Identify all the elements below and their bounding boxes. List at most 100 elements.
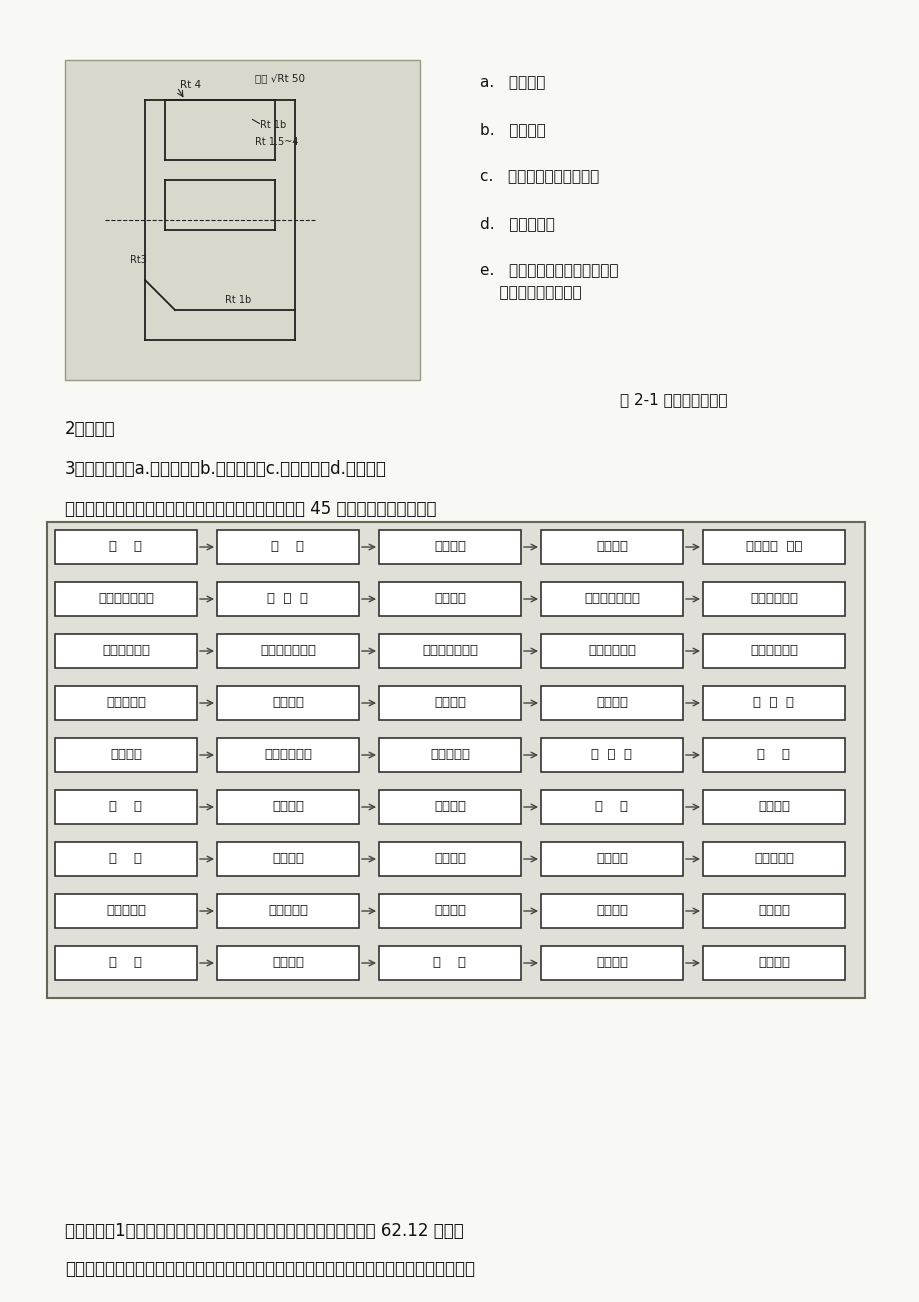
Text: 拉后检验: 拉后检验 (434, 592, 466, 605)
Text: c.   结合齿成型及倒锥加工: c. 结合齿成型及倒锥加工 (480, 169, 598, 184)
FancyBboxPatch shape (702, 686, 844, 720)
FancyBboxPatch shape (702, 790, 844, 824)
FancyBboxPatch shape (55, 894, 197, 928)
Text: 按传统的加工工艺，要完成如此复杂的工作量，需经过 45 道工序，其程序如下：: 按传统的加工工艺，要完成如此复杂的工作量，需经过 45 道工序，其程序如下： (65, 500, 436, 518)
Text: 热前检验: 热前检验 (434, 801, 466, 814)
FancyBboxPatch shape (540, 947, 682, 980)
Text: 粗磨锥度: 粗磨锥度 (434, 905, 466, 918)
Text: 清    洗: 清 洗 (433, 957, 466, 970)
Text: Rt3: Rt3 (130, 255, 147, 266)
FancyBboxPatch shape (55, 686, 197, 720)
Text: 精稍车两端面: 精稍车两端面 (749, 592, 797, 605)
Text: 鍛件检验: 鍛件检验 (434, 540, 466, 553)
FancyBboxPatch shape (379, 738, 520, 772)
Text: 3、热后加工：a.孔径磨削；b.锥孔磨削；c.端面磨削；d.消除毛刺: 3、热后加工：a.孔径磨削；b.锥孔磨削；c.端面磨削；d.消除毛刺 (65, 460, 387, 478)
Text: 渗    碳: 渗 碳 (595, 801, 628, 814)
Text: 滚  斜  齿: 滚 斜 齿 (753, 697, 794, 710)
FancyBboxPatch shape (55, 634, 197, 668)
Text: 稍车锥度、倒角: 稍车锥度、倒角 (260, 644, 315, 658)
Text: 滚齿检验: 滚齿检验 (110, 749, 142, 762)
FancyBboxPatch shape (55, 947, 197, 980)
FancyBboxPatch shape (702, 738, 844, 772)
Text: 粗粗磨孔径: 粗粗磨孔径 (754, 853, 793, 866)
Text: 磨大端沉面: 磨大端沉面 (106, 905, 146, 918)
Text: 剝    齿: 剝 齿 (109, 801, 142, 814)
FancyBboxPatch shape (217, 894, 358, 928)
FancyBboxPatch shape (379, 842, 520, 876)
FancyBboxPatch shape (379, 947, 520, 980)
Text: 最终检验: 最终检验 (596, 957, 628, 970)
FancyBboxPatch shape (55, 530, 197, 564)
Text: 插结合齿: 插结合齿 (434, 697, 466, 710)
Text: 稍车小端沉孔: 稍车小端沉孔 (749, 644, 797, 658)
Text: 剝后检验: 剝后检验 (272, 801, 303, 814)
FancyBboxPatch shape (540, 686, 682, 720)
Text: 精车端面、外径: 精车端面、外径 (584, 592, 640, 605)
FancyBboxPatch shape (217, 790, 358, 824)
Text: 由此可见，1，技术要求不易保证，操作者劳动强度大，单件耗进长达 62.12 分钟。: 由此可见，1，技术要求不易保证，操作者劳动强度大，单件耗进长达 62.12 分钟… (65, 1223, 463, 1240)
Text: 稍车大端沉孔: 稍车大端沉孔 (587, 644, 635, 658)
Text: 斫齿检验: 斫齿检验 (272, 957, 303, 970)
Text: 车大端油槽: 车大端油槽 (106, 697, 146, 710)
Text: 倒斜齿锐角: 倒斜齿锐角 (429, 749, 470, 762)
FancyBboxPatch shape (540, 582, 682, 616)
Text: Rt 1.5~4: Rt 1.5~4 (255, 137, 298, 147)
Text: 斫    齿: 斫 齿 (109, 957, 142, 970)
Text: 按现有的技术水准和先进设备，我们对工艺进行了优化设计，在具体工作中，我们本着优化加: 按现有的技术水准和先进设备，我们对工艺进行了优化设计，在具体工作中，我们本着优化… (65, 1260, 474, 1279)
Text: 半精车大端孔径: 半精车大端孔径 (98, 592, 153, 605)
FancyBboxPatch shape (540, 738, 682, 772)
Text: 磨小端沉面: 磨小端沉面 (267, 905, 308, 918)
FancyBboxPatch shape (217, 582, 358, 616)
FancyBboxPatch shape (55, 738, 197, 772)
Text: Rt 1b: Rt 1b (225, 296, 251, 305)
FancyBboxPatch shape (540, 894, 682, 928)
FancyBboxPatch shape (217, 634, 358, 668)
Text: e.   齿轮成型，并达到精度要求: e. 齿轮成型，并达到精度要求 (480, 263, 618, 279)
FancyBboxPatch shape (65, 60, 420, 380)
FancyBboxPatch shape (379, 894, 520, 928)
Text: 切磁检验: 切磁检验 (272, 853, 303, 866)
Text: 插齿检验: 插齿检验 (596, 697, 628, 710)
FancyBboxPatch shape (217, 686, 358, 720)
FancyBboxPatch shape (702, 894, 844, 928)
Text: 磨后检验: 磨后检验 (757, 905, 789, 918)
Text: （应用粗、精加工）: （应用粗、精加工） (480, 285, 581, 299)
Text: 清    洗: 清 洗 (756, 749, 789, 762)
FancyBboxPatch shape (540, 634, 682, 668)
FancyBboxPatch shape (217, 842, 358, 876)
Text: 共余 √Rt 50: 共余 √Rt 50 (255, 73, 305, 83)
Text: 正    火: 正 火 (271, 540, 304, 553)
Text: Rt 1b: Rt 1b (260, 120, 286, 130)
Text: 2、热处理: 2、热处理 (65, 421, 116, 437)
FancyBboxPatch shape (55, 582, 197, 616)
FancyBboxPatch shape (702, 842, 844, 876)
FancyBboxPatch shape (217, 530, 358, 564)
Text: 切结合齿退刀槽: 切结合齿退刀槽 (422, 644, 478, 658)
FancyBboxPatch shape (379, 634, 520, 668)
FancyBboxPatch shape (379, 530, 520, 564)
FancyBboxPatch shape (702, 634, 844, 668)
Text: 图 2-1 档位齿轮结构图: 图 2-1 档位齿轮结构图 (619, 392, 727, 408)
FancyBboxPatch shape (540, 842, 682, 876)
FancyBboxPatch shape (540, 790, 682, 824)
FancyBboxPatch shape (55, 842, 197, 876)
Text: b.   端面油槽: b. 端面油槽 (480, 122, 545, 137)
Text: 剪    磁: 剪 磁 (109, 853, 142, 866)
Text: 热后检验: 热后检验 (596, 853, 628, 866)
FancyBboxPatch shape (702, 582, 844, 616)
FancyBboxPatch shape (55, 790, 197, 824)
FancyBboxPatch shape (540, 530, 682, 564)
FancyBboxPatch shape (379, 686, 520, 720)
Text: Rt 4: Rt 4 (180, 79, 201, 90)
Text: 上油入库: 上油入库 (757, 957, 789, 970)
Text: a.   车前成型: a. 车前成型 (480, 76, 545, 90)
FancyBboxPatch shape (379, 582, 520, 616)
Text: d.   结合齿梅角: d. 结合齿梅角 (480, 216, 554, 230)
FancyBboxPatch shape (702, 530, 844, 564)
Text: 拉  圆  孔: 拉 圆 孔 (267, 592, 308, 605)
Text: 稍车检验: 稍车检验 (272, 697, 303, 710)
FancyBboxPatch shape (379, 790, 520, 824)
Text: 倒结合齿端角: 倒结合齿端角 (264, 749, 312, 762)
FancyBboxPatch shape (217, 947, 358, 980)
Text: 去  毛  刷: 去 毛 刷 (591, 749, 632, 762)
